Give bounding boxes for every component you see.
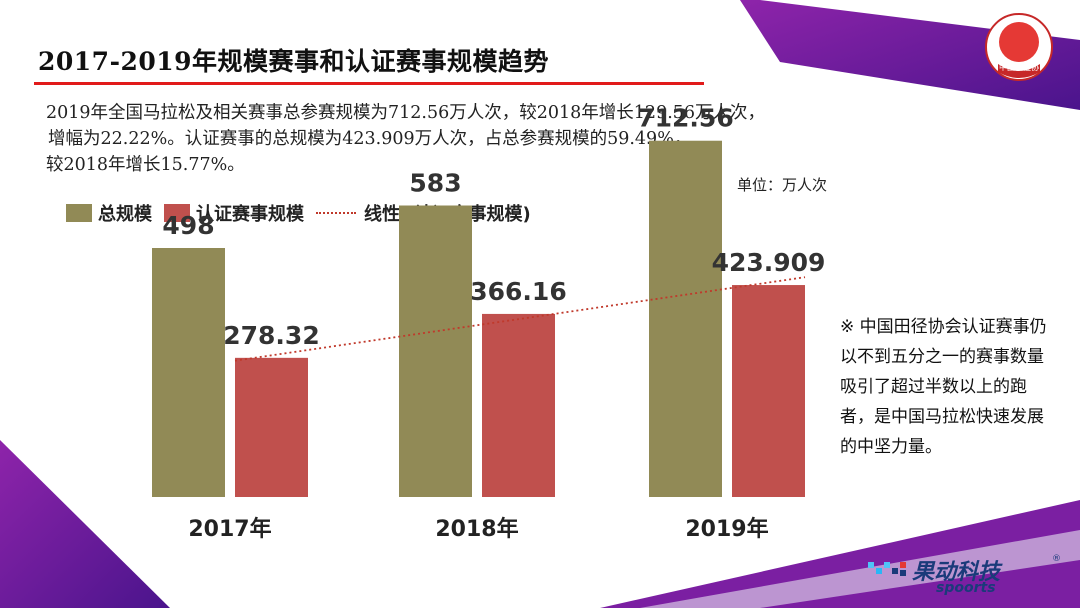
bottom-right-light-band (640, 530, 1080, 608)
bottom-left-purple-band (0, 440, 170, 608)
x-tick-label: 2019年 (685, 516, 768, 542)
bar-certified (235, 357, 308, 497)
data-label: 583 (409, 169, 461, 198)
brand-checker-icon (868, 562, 906, 576)
side-note: ※ 中国田径协会认证赛事仍以不到五分之一的赛事数量吸引了超过半数以上的跑者，是中… (840, 317, 1047, 457)
legend-swatch-certified (164, 204, 190, 222)
bar-certified (732, 285, 805, 497)
legend-swatch-total (66, 204, 92, 222)
brand-registered: ® (1052, 554, 1061, 564)
data-label: 278.32 (223, 321, 319, 350)
data-label: 366.16 (470, 277, 566, 306)
bar-total (152, 248, 225, 497)
summary-text: 2019年全国马拉松及相关赛事总参赛规模为712.56万人次，较2018年增长1… (46, 100, 886, 178)
association-logo-text: 中国田径协 (999, 62, 1039, 72)
data-label: 423.909 (712, 248, 826, 277)
bar-total (649, 140, 722, 497)
bar-certified (482, 313, 555, 497)
legend-item-total: 总规模 (66, 200, 152, 226)
x-tick-label: 2018年 (435, 516, 518, 542)
x-tick-label: 2017年 (188, 516, 271, 542)
trendline (234, 276, 806, 362)
summary-line: 增幅为22.22%。认证赛事的总规模为423.909万人次，占总参赛规模的59.… (48, 129, 692, 149)
legend-label-certified: 认证赛事规模 (196, 204, 304, 225)
brand-name-cn: 果动科技 (912, 560, 1001, 585)
unit-label: 单位：万人次 (737, 176, 828, 194)
brand-logo: 果动科技 ® spoorts (866, 552, 1066, 602)
data-label: 498 (162, 211, 214, 240)
brand-name-en: spoorts (936, 580, 996, 596)
summary-line: 较2018年增长15.77%。 (46, 155, 245, 175)
bar-total (399, 205, 472, 497)
data-label: 712.56 (637, 104, 733, 133)
legend-swatch-trend (316, 212, 356, 214)
summary-line: 2019年全国马拉松及相关赛事总参赛规模为712.56万人次，较2018年增长1… (46, 103, 766, 123)
association-logo: 中国田径协 (985, 13, 1053, 81)
bottom-right-purple-band (600, 500, 1080, 608)
legend-item-certified: 认证赛事规模 (164, 200, 304, 226)
title-underline (34, 82, 704, 85)
page-title: 2017-2019年规模赛事和认证赛事规模趋势 (38, 47, 550, 76)
legend-label-total: 总规模 (98, 204, 152, 225)
